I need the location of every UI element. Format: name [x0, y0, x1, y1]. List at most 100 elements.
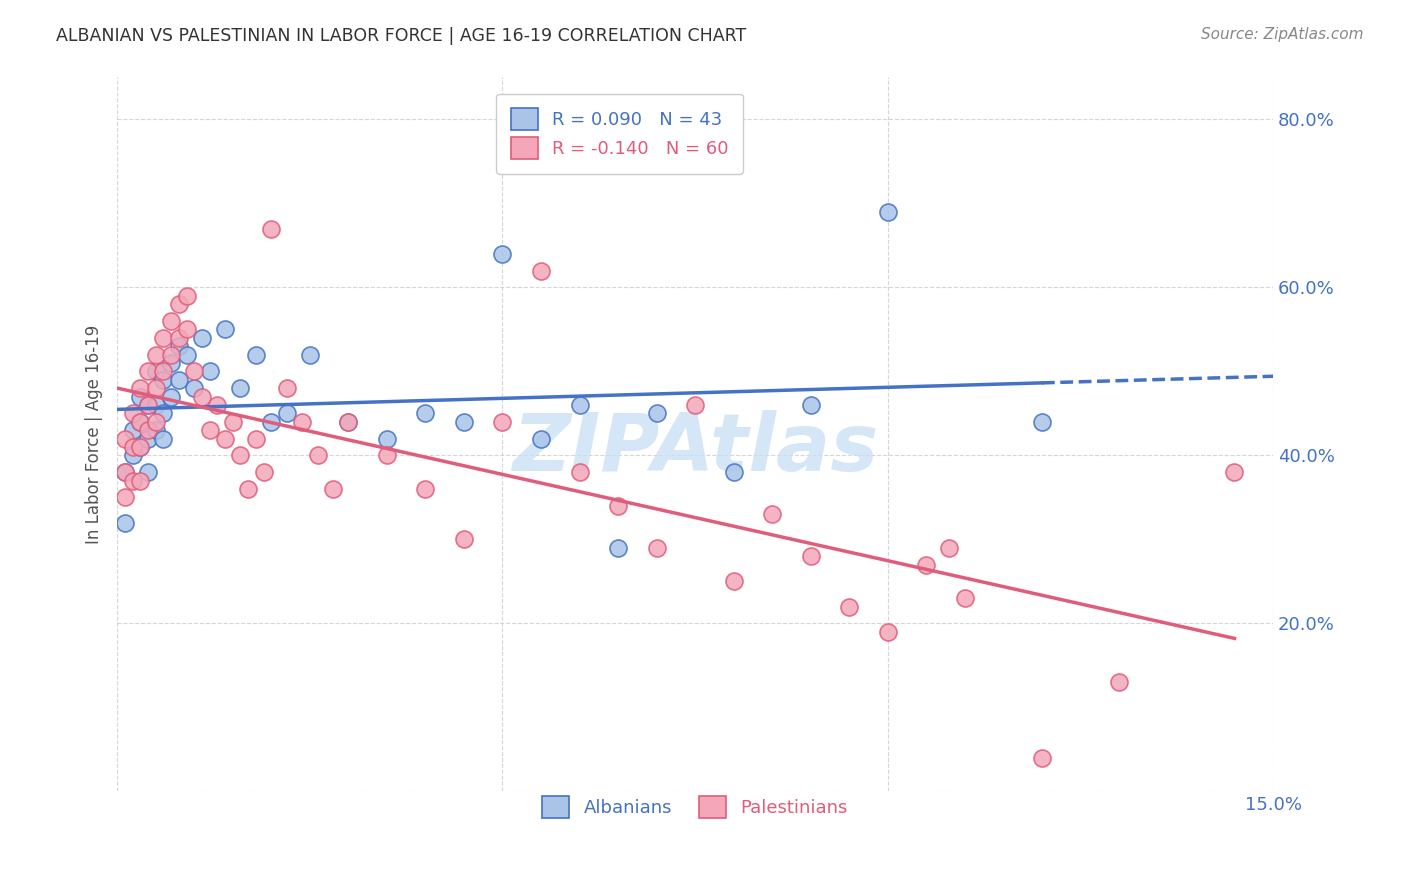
Point: [568, 465, 591, 479]
Point: [152, 373, 174, 387]
Point: [167, 297, 190, 311]
Point: [260, 415, 283, 429]
Point: [114, 465, 136, 479]
Point: [491, 247, 513, 261]
Text: ALBANIAN VS PALESTINIAN IN LABOR FORCE | AGE 16-19 CORRELATION CHART: ALBANIAN VS PALESTINIAN IN LABOR FORCE |…: [56, 27, 747, 45]
Point: [152, 331, 174, 345]
Point: [114, 432, 136, 446]
Point: [607, 541, 630, 555]
Point: [114, 516, 136, 530]
Point: [298, 348, 321, 362]
Point: [167, 373, 190, 387]
Point: [160, 348, 183, 362]
Point: [876, 204, 898, 219]
Point: [152, 406, 174, 420]
Point: [723, 465, 745, 479]
Point: [121, 406, 143, 420]
Point: [1108, 675, 1130, 690]
Point: [761, 507, 783, 521]
Point: [183, 381, 205, 395]
Point: [245, 432, 267, 446]
Point: [152, 432, 174, 446]
Point: [322, 482, 344, 496]
Point: [491, 415, 513, 429]
Point: [800, 398, 823, 412]
Point: [121, 440, 143, 454]
Point: [1031, 415, 1053, 429]
Point: [145, 381, 167, 395]
Point: [136, 465, 159, 479]
Point: [276, 381, 298, 395]
Point: [229, 381, 252, 395]
Point: [129, 390, 152, 404]
Point: [683, 398, 706, 412]
Point: [129, 440, 152, 454]
Y-axis label: In Labor Force | Age 16-19: In Labor Force | Age 16-19: [86, 325, 103, 544]
Text: ZIPAtlas: ZIPAtlas: [512, 409, 879, 488]
Point: [568, 398, 591, 412]
Point: [915, 558, 938, 572]
Point: [453, 533, 475, 547]
Point: [145, 423, 167, 437]
Point: [198, 364, 221, 378]
Point: [145, 398, 167, 412]
Point: [938, 541, 960, 555]
Point: [121, 448, 143, 462]
Point: [167, 331, 190, 345]
Point: [214, 322, 236, 336]
Point: [145, 348, 167, 362]
Point: [800, 549, 823, 563]
Point: [415, 482, 437, 496]
Point: [176, 348, 198, 362]
Point: [723, 574, 745, 589]
Point: [375, 432, 398, 446]
Point: [129, 381, 152, 395]
Point: [121, 474, 143, 488]
Point: [876, 624, 898, 639]
Point: [191, 390, 214, 404]
Point: [415, 406, 437, 420]
Point: [136, 398, 159, 412]
Point: [1223, 465, 1246, 479]
Point: [198, 423, 221, 437]
Point: [136, 432, 159, 446]
Point: [291, 415, 314, 429]
Point: [167, 339, 190, 353]
Point: [214, 432, 236, 446]
Point: [136, 364, 159, 378]
Point: [307, 448, 329, 462]
Point: [145, 415, 167, 429]
Point: [121, 423, 143, 437]
Point: [229, 448, 252, 462]
Point: [337, 415, 360, 429]
Point: [260, 221, 283, 235]
Point: [129, 415, 152, 429]
Point: [222, 415, 245, 429]
Point: [160, 356, 183, 370]
Point: [114, 465, 136, 479]
Point: [953, 591, 976, 606]
Point: [176, 322, 198, 336]
Point: [838, 599, 860, 614]
Point: [375, 448, 398, 462]
Point: [152, 364, 174, 378]
Point: [136, 398, 159, 412]
Point: [530, 263, 553, 277]
Point: [1031, 750, 1053, 764]
Point: [207, 398, 229, 412]
Point: [160, 390, 183, 404]
Point: [176, 289, 198, 303]
Point: [245, 348, 267, 362]
Point: [160, 314, 183, 328]
Point: [276, 406, 298, 420]
Point: [129, 415, 152, 429]
Point: [607, 499, 630, 513]
Point: [183, 364, 205, 378]
Point: [136, 423, 159, 437]
Point: [129, 440, 152, 454]
Text: Source: ZipAtlas.com: Source: ZipAtlas.com: [1201, 27, 1364, 42]
Point: [238, 482, 260, 496]
Point: [129, 474, 152, 488]
Legend: Albanians, Palestinians: Albanians, Palestinians: [534, 789, 855, 825]
Point: [337, 415, 360, 429]
